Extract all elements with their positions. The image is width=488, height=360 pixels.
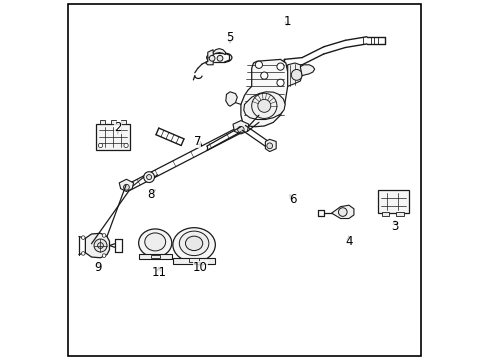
Polygon shape [287,63,302,86]
Text: 9: 9 [94,261,101,274]
Polygon shape [85,233,109,258]
Polygon shape [300,65,314,76]
Bar [151,255,159,258]
Bar [381,212,388,216]
Circle shape [266,143,272,149]
Circle shape [291,69,302,80]
Text: 4: 4 [345,235,352,248]
Circle shape [123,184,129,190]
Circle shape [276,63,284,70]
Bar [139,254,171,259]
Circle shape [98,243,103,248]
Ellipse shape [172,228,215,262]
Bar [378,190,408,213]
Circle shape [102,254,106,257]
Circle shape [217,55,223,61]
Text: 11: 11 [151,266,166,279]
Polygon shape [331,205,353,219]
Polygon shape [213,49,225,55]
Bar [396,212,403,216]
Text: 7: 7 [194,135,201,148]
Bar [110,120,115,124]
Circle shape [255,61,262,68]
Circle shape [81,236,85,239]
Bar [100,120,105,124]
Polygon shape [244,92,285,120]
Circle shape [276,79,284,86]
Text: 3: 3 [390,220,398,233]
Circle shape [338,208,346,216]
Circle shape [143,172,154,183]
Bar [172,258,215,264]
Bar [96,124,130,150]
Ellipse shape [185,236,203,251]
Text: 1: 1 [283,15,290,28]
Circle shape [237,126,244,133]
Text: 2: 2 [114,121,122,134]
Polygon shape [205,50,213,65]
Polygon shape [119,179,133,192]
Ellipse shape [179,231,208,256]
Circle shape [123,143,128,148]
Text: 8: 8 [147,188,154,201]
Circle shape [81,252,85,255]
Ellipse shape [144,233,165,251]
Ellipse shape [139,229,171,257]
Bar [188,258,199,262]
Circle shape [260,72,267,79]
Circle shape [94,239,107,252]
Polygon shape [241,59,287,127]
Circle shape [98,143,102,148]
Bar [121,120,125,124]
Polygon shape [225,92,237,106]
Text: 5: 5 [226,31,233,44]
Polygon shape [265,139,276,152]
Circle shape [102,234,106,237]
Circle shape [257,99,270,112]
Text: 10: 10 [193,261,207,274]
Polygon shape [232,121,248,134]
Text: 6: 6 [289,193,296,206]
Circle shape [209,55,215,61]
Circle shape [146,175,151,180]
